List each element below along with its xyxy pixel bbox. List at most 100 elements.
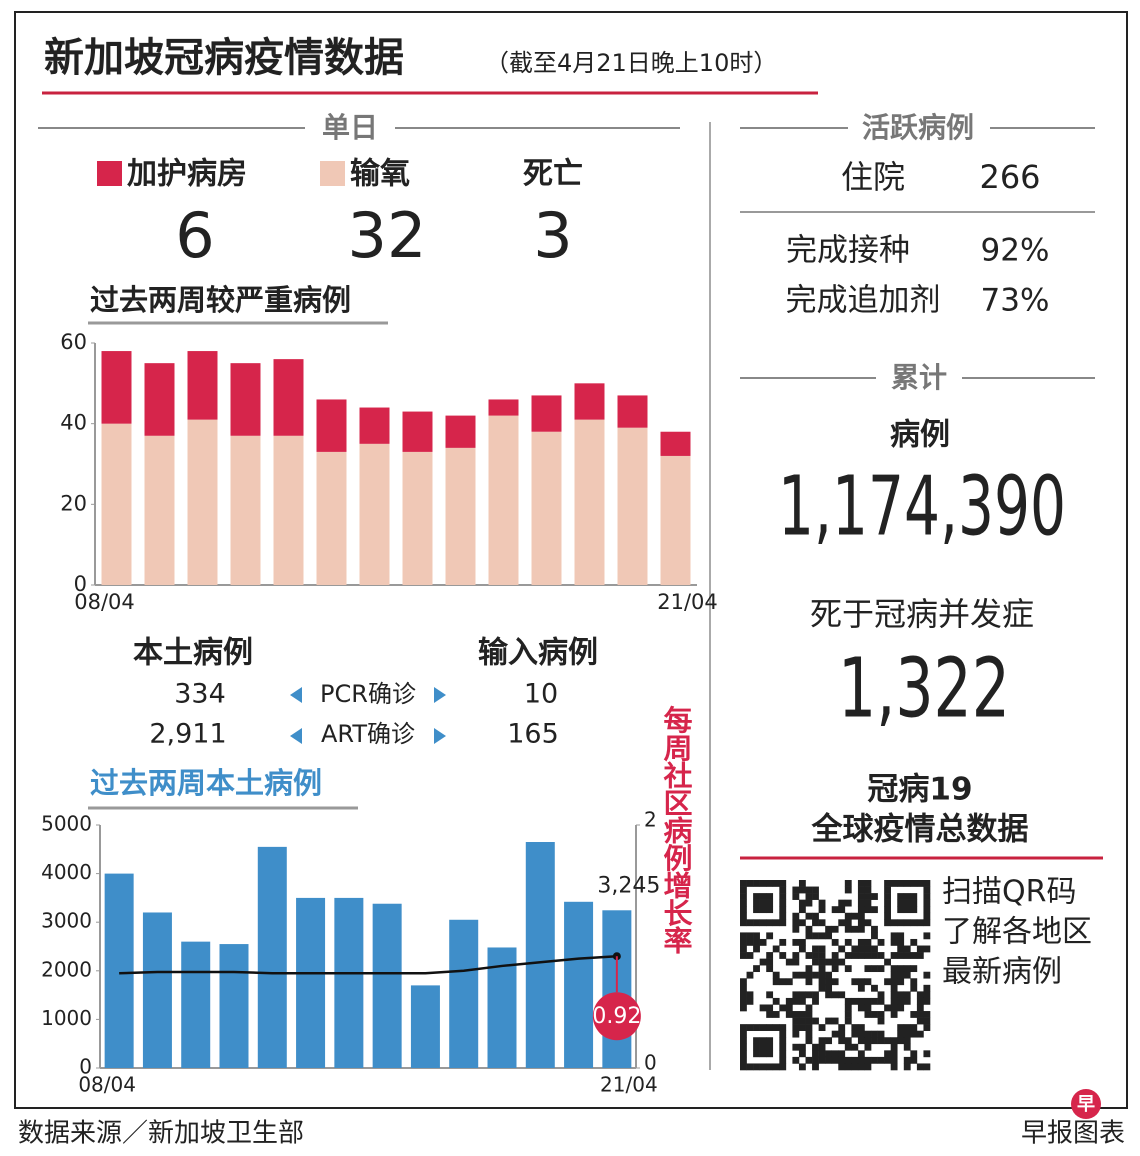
arrows — [290, 687, 446, 744]
row-label: ART确诊 — [321, 720, 415, 748]
qr-module — [923, 919, 931, 927]
qr-module — [910, 1050, 918, 1058]
qr-module — [740, 906, 747, 914]
bar — [181, 941, 211, 1068]
qr-module — [871, 1011, 878, 1018]
qr-module — [772, 1011, 780, 1018]
qr-module — [857, 938, 865, 946]
qr-module — [766, 906, 774, 914]
qr-module — [864, 1056, 872, 1064]
qr-module — [871, 1030, 878, 1038]
qr-module — [864, 880, 872, 887]
qr-module — [890, 984, 898, 992]
qr-module — [740, 1050, 747, 1058]
qr-module — [844, 952, 852, 959]
qr-module — [766, 1037, 774, 1045]
stat-value: 32 — [348, 199, 427, 272]
cell: 10 — [524, 679, 558, 710]
qr-module — [740, 984, 747, 992]
qr-module — [753, 919, 760, 927]
qr-module — [772, 971, 780, 979]
stat-value: 3 — [533, 199, 572, 272]
bar — [531, 431, 562, 585]
qr-module — [818, 958, 826, 966]
qr-module — [753, 893, 760, 900]
qr-module — [851, 978, 859, 986]
qr-module — [766, 1050, 774, 1058]
qr-module — [766, 991, 774, 999]
qr-module — [831, 991, 839, 999]
bar — [316, 399, 347, 452]
qr-module — [805, 932, 813, 940]
qr-module — [779, 938, 787, 946]
qr-module — [740, 997, 747, 1005]
bar — [334, 897, 364, 1068]
qr-module — [838, 1063, 846, 1071]
qr-module — [766, 880, 774, 887]
qr-text: 了解各地区 — [942, 915, 1092, 950]
qr-module — [818, 965, 826, 973]
bar — [445, 447, 476, 585]
qr-module — [740, 899, 747, 907]
qr-module — [897, 880, 905, 887]
qr-module — [831, 952, 839, 959]
qr-module — [923, 899, 931, 907]
y-tick-label: 0 — [74, 572, 87, 596]
qr-module — [818, 971, 826, 979]
qr-module — [871, 906, 878, 914]
qr-module — [779, 1043, 787, 1051]
qr-module — [798, 938, 806, 946]
x-tick-label: 21/04 — [600, 1073, 658, 1097]
bar — [574, 419, 605, 585]
qr-module — [884, 1037, 891, 1045]
qr-module — [785, 1011, 793, 1018]
qr-module — [740, 932, 747, 940]
qr-module — [798, 886, 806, 894]
qr-module — [923, 932, 931, 940]
qr-module — [818, 906, 826, 914]
qr-module — [923, 1017, 931, 1025]
qr-module — [897, 1030, 905, 1038]
qr-module — [805, 1011, 813, 1018]
qr-module — [818, 952, 826, 959]
qr-module — [740, 1004, 747, 1012]
qr-module — [759, 938, 767, 946]
bar — [187, 419, 218, 585]
qr-module — [812, 919, 819, 927]
qr-module — [890, 919, 898, 927]
qr-module — [740, 1063, 747, 1071]
qr-module — [825, 971, 833, 979]
qr-module — [779, 1063, 787, 1071]
y-tick-label: 60 — [60, 330, 87, 354]
qr-module — [812, 893, 819, 900]
qr-module — [792, 958, 800, 966]
qr-module — [838, 1024, 846, 1031]
bar — [273, 359, 304, 436]
qr-module — [812, 945, 819, 953]
qr-module — [740, 912, 747, 920]
qr-module — [805, 1030, 813, 1038]
qr-module — [812, 1050, 819, 1058]
bar — [574, 383, 605, 420]
y-tick-label: 1000 — [41, 1006, 92, 1030]
bar — [359, 407, 390, 444]
qr-module — [818, 1056, 826, 1064]
y-tick-label: 4000 — [41, 860, 92, 884]
qr-module — [851, 1024, 859, 1031]
qr-module — [871, 984, 878, 992]
qr-module — [753, 880, 760, 887]
qr-module — [740, 1030, 747, 1038]
qr-module — [890, 1004, 898, 1012]
qr-module — [740, 886, 747, 894]
qr-module — [844, 880, 852, 887]
qr-module — [825, 1056, 833, 1064]
qr-module — [818, 919, 826, 927]
qr-module — [740, 919, 747, 927]
qr-module — [753, 1050, 760, 1058]
qr-module — [838, 899, 846, 907]
qr-module — [753, 906, 760, 914]
qr-module — [818, 984, 826, 992]
qr-module — [772, 919, 780, 927]
qr-module — [844, 1004, 852, 1012]
qr-module — [864, 1030, 872, 1038]
